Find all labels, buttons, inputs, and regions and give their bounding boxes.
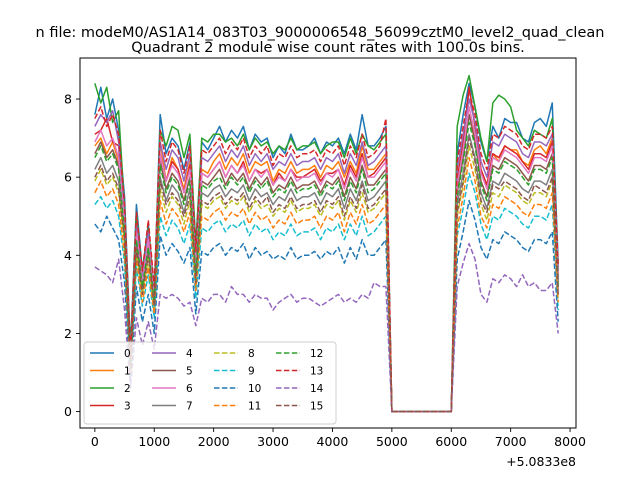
series-line-15: [94, 137, 559, 413]
series-line-2: [94, 74, 559, 413]
series-line-0: [94, 82, 559, 413]
series-line-11: [94, 156, 559, 413]
x-tick-label: 0: [91, 434, 99, 449]
chart-title: Quadrant 2 module wise count rates with …: [131, 40, 525, 56]
legend-label-9: 9: [248, 366, 255, 378]
legend-label-13: 13: [310, 366, 323, 378]
legend-label-15: 15: [310, 401, 323, 413]
legend-label-12: 12: [310, 348, 323, 360]
legend-label-6: 6: [186, 383, 193, 395]
legend-label-2: 2: [124, 383, 131, 395]
y-tick-label: 4: [64, 248, 72, 263]
legend-label-5: 5: [186, 366, 193, 378]
series-line-8: [94, 145, 559, 413]
series-line-12: [94, 121, 559, 413]
x-tick-label: 4000: [317, 434, 349, 449]
x-tick-label: 6000: [435, 434, 467, 449]
series-line-5: [94, 113, 559, 413]
y-tick-label: 6: [64, 170, 72, 185]
legend-label-7: 7: [186, 401, 193, 413]
series-line-4: [94, 98, 559, 413]
series-line-9: [94, 172, 559, 413]
x-offset-label: +5.0833e8: [506, 454, 576, 469]
y-tick-label: 2: [64, 326, 72, 341]
legend-label-1: 1: [124, 366, 131, 378]
x-tick-label: 1000: [138, 434, 170, 449]
y-axis: 0 2 4 6 8: [64, 92, 80, 419]
legend-label-4: 4: [186, 348, 193, 360]
series-line-10: [94, 199, 559, 413]
y-tick-label: 0: [64, 404, 72, 419]
series-line-7: [94, 133, 559, 413]
series-line-6: [94, 106, 559, 413]
legend-label-10: 10: [248, 383, 261, 395]
x-tick-label: 2000: [198, 434, 230, 449]
x-tick-label: 5000: [376, 434, 408, 449]
axes-frame: [79, 57, 577, 429]
series-layer: [94, 74, 559, 413]
figure-suptitle: n file: modeM0/AS1A14_083T03_9000006548_…: [36, 25, 605, 41]
legend-label-11: 11: [248, 401, 261, 413]
legend-label-14: 14: [310, 383, 324, 395]
series-line-13: [94, 90, 559, 413]
legend-box: [83, 341, 337, 425]
x-axis: 0 1000 2000 3000 4000 5000 6000 7000 8000: [91, 428, 586, 449]
legend-label-0: 0: [124, 348, 131, 360]
x-tick-label: 3000: [257, 434, 289, 449]
legend-label-3: 3: [124, 401, 131, 413]
y-tick-label: 8: [64, 92, 72, 107]
legend-label-8: 8: [248, 348, 255, 360]
series-line-14: [94, 242, 559, 413]
x-tick-label: 8000: [554, 434, 586, 449]
x-tick-label: 7000: [495, 434, 527, 449]
